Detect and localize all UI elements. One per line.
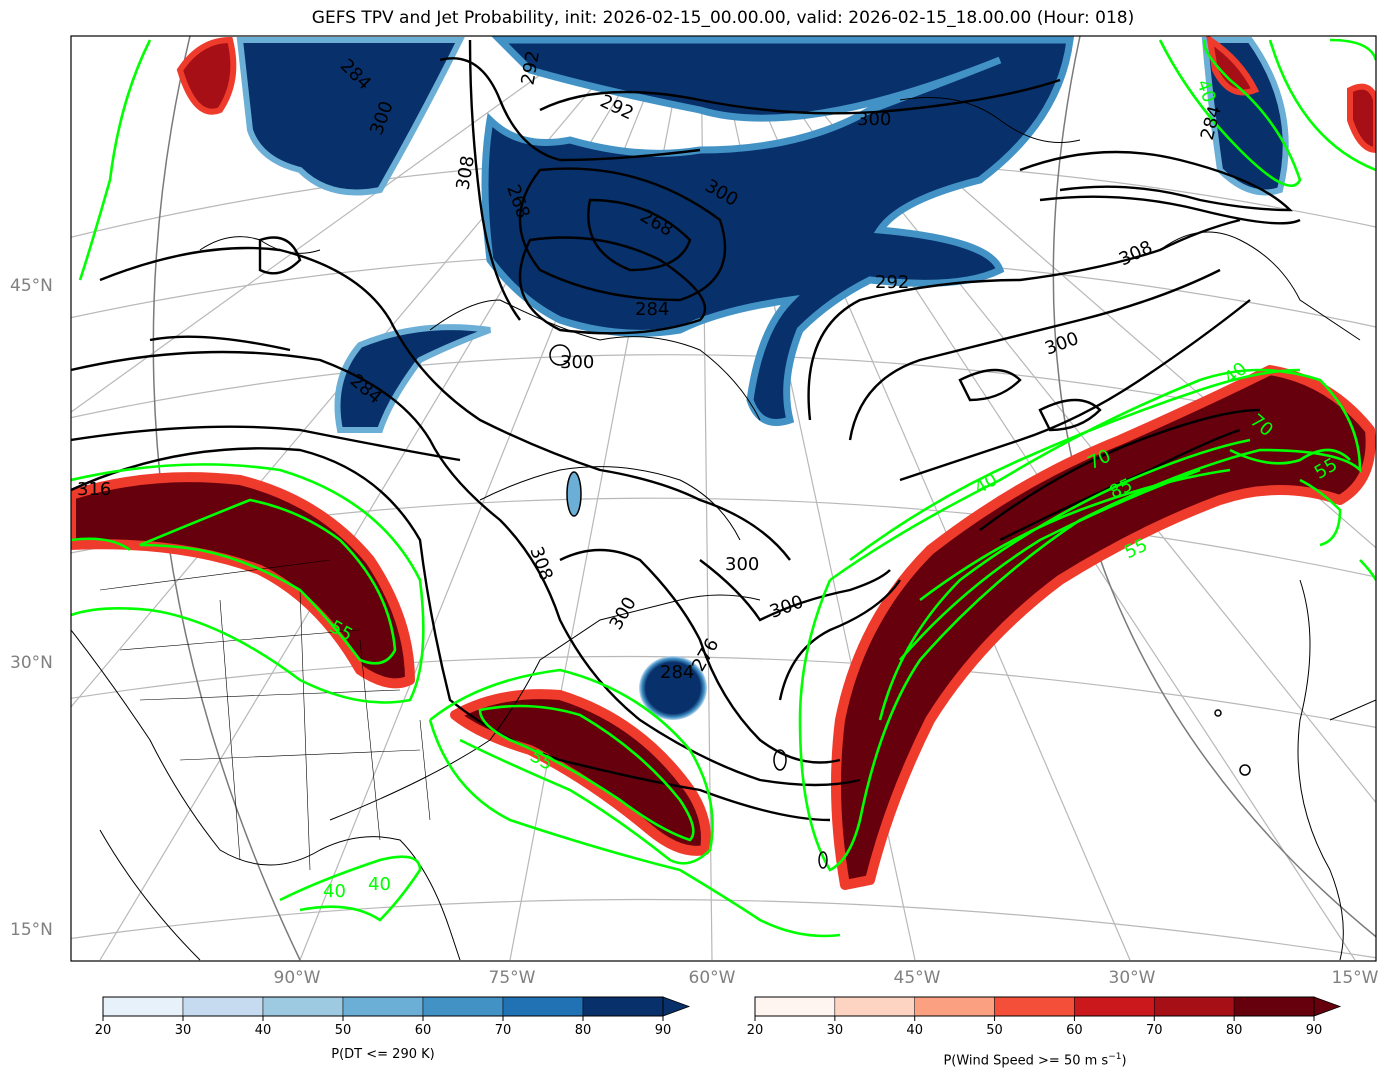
lon-label-45w: 45°W [893,968,941,988]
colorbar-dt-tick-label: 40 [254,1023,272,1038]
colorbar-dt-tick-label: 30 [174,1023,192,1038]
theta-contours [71,39,1301,822]
contour-label: 300 [560,352,594,373]
contour-label: 40 [368,874,391,895]
colorbar-dt-swatch [262,996,344,1017]
colorbar-dt-tick-label: 70 [494,1023,512,1038]
colorbar-wind-tick-label: 20 [746,1023,764,1038]
colorbar-wind-swatch [834,996,915,1017]
figure-title: GEFS TPV and Jet Probability, init: 2026… [311,8,1135,28]
lat-label-45n: 45°N [10,276,53,296]
colorbar-wind-tick-label: 60 [1066,1023,1083,1038]
colorbar-wind-swatch [914,996,995,1017]
lat-label-15n: 15°N [10,920,53,940]
colorbar-dt-tick-label: 80 [574,1023,592,1038]
colorbar-dt-tick-label: 60 [414,1023,432,1038]
colorbar-wind-extend-arrow [1313,996,1342,1017]
colorbar-wind-swatch [1154,996,1235,1017]
colorbar-wind-title: P(Wind Speed >= 50 m s−1) [943,1052,1127,1069]
contour-label: 316 [77,479,111,500]
lat-label-30n: 30°N [10,653,53,673]
contour-label: 292 [875,272,909,293]
colorbar-dt-swatch [502,996,584,1017]
colorbar-dt-swatch [102,996,184,1017]
contour-label: 284 [635,299,669,320]
colorbar-wind-swatch [754,996,836,1017]
colorbar-dt-swatch [342,996,424,1017]
contour-label: 40 [323,881,346,902]
colorbar-dt-title: P(DT <= 290 K) [331,1047,435,1062]
colorbar-wind-swatch [1233,996,1315,1017]
colorbar-wind-tick-label: 80 [1225,1023,1243,1038]
state-borders [99,559,431,871]
colorbar-wind [754,996,1342,1021]
map-frame [70,35,1377,962]
contour-label: 284 [660,662,694,683]
colorbar-wind-frame [754,996,1315,1017]
contour-label: 300 [725,554,759,575]
colorbar-wind-tick-label: 90 [1305,1023,1323,1038]
lon-label-30w: 30°W [1108,968,1156,988]
colorbar-dt-swatch [182,996,264,1017]
colorbar-dt-swatch [422,996,504,1017]
colorbar-dt-tick-label: 20 [94,1023,112,1038]
theta-contour-labels: 316 308 300 292 284 300 292 300 308 300 … [77,49,1226,683]
contour-label: 300 [857,109,891,130]
colorbar-dt-tick-label: 90 [654,1023,672,1038]
colorbar-wind-tick-label: 70 [1146,1023,1163,1038]
lon-label-15w: 15°W [1331,968,1379,988]
colorbar-wind-tick-label: 50 [986,1023,1003,1038]
colorbar-wind-tick-label: 40 [906,1023,923,1038]
jet-contours [71,38,1376,938]
colorbar-dt-tick-label: 50 [334,1023,352,1038]
small-contour-features [549,344,1251,869]
lon-label-75w: 75°W [488,968,536,988]
colorbar-wind-swatch [994,996,1075,1017]
lon-label-60w: 60°W [688,968,736,988]
colorbar-dt [102,996,691,1021]
colorbar-wind-tick-label: 30 [826,1023,844,1038]
coastlines [71,97,1376,961]
colorbar-dt-extend-arrow [662,996,691,1017]
colorbar-wind-swatch [1074,996,1155,1017]
colorbar-dt-frame [102,996,664,1017]
colorbar-dt-swatch [582,996,664,1017]
lon-label-90w: 90°W [273,968,321,988]
